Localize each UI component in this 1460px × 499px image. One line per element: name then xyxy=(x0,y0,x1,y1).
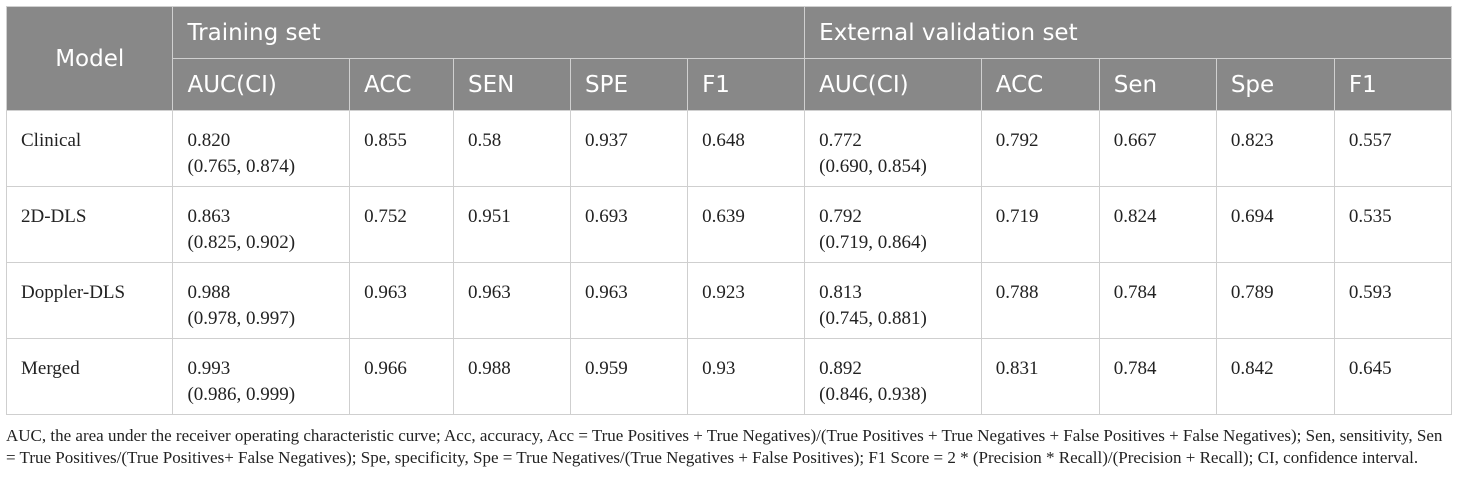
header-model: Model xyxy=(5,6,174,111)
ext-f1: 0.593 xyxy=(1333,262,1453,339)
header-ext-auc: AUC(CI) xyxy=(804,58,982,111)
header-train-spe: SPE xyxy=(570,58,689,111)
header-training-set: Training set xyxy=(172,6,806,59)
ext-sen: 0.784 xyxy=(1098,338,1217,415)
results-table: Model Training set External validation s… xyxy=(5,6,1453,415)
train-auc: 0.993 xyxy=(187,358,231,379)
train-spe: 0.693 xyxy=(570,186,689,263)
table-row: Merged 0.993 (0.986, 0.999) 0.966 0.988 0… xyxy=(5,338,1453,415)
ext-auc-ci: (0.690, 0.854) xyxy=(819,156,927,177)
header-ext-f1: F1 xyxy=(1333,58,1453,111)
train-acc: 0.752 xyxy=(349,186,454,263)
train-f1: 0.923 xyxy=(687,262,806,339)
model-name: 2D-DLS xyxy=(5,186,174,263)
ext-acc: 0.788 xyxy=(980,262,1100,339)
model-name: Merged xyxy=(5,338,174,415)
ext-auc-cell: 0.892 (0.846, 0.938) xyxy=(804,338,982,415)
ext-auc: 0.892 xyxy=(819,358,862,379)
train-auc-cell: 0.993 (0.986, 0.999) xyxy=(172,338,351,415)
header-train-acc: ACC xyxy=(349,58,454,111)
ext-sen: 0.667 xyxy=(1098,110,1217,187)
train-auc-ci: (0.978, 0.997) xyxy=(187,308,296,329)
train-sen: 0.58 xyxy=(452,110,572,187)
train-acc: 0.966 xyxy=(349,338,454,415)
ext-f1: 0.557 xyxy=(1333,110,1453,187)
ext-auc-ci: (0.745, 0.881) xyxy=(819,308,927,329)
train-f1: 0.648 xyxy=(687,110,806,187)
train-f1: 0.639 xyxy=(687,186,806,263)
train-acc: 0.963 xyxy=(349,262,454,339)
ext-spe: 0.789 xyxy=(1215,262,1335,339)
ext-f1: 0.645 xyxy=(1333,338,1453,415)
ext-acc: 0.831 xyxy=(980,338,1100,415)
ext-auc: 0.772 xyxy=(819,130,862,151)
ext-auc-cell: 0.772 (0.690, 0.854) xyxy=(804,110,982,187)
header-train-sen: SEN xyxy=(452,58,572,111)
ext-acc: 0.719 xyxy=(980,186,1100,263)
train-spe: 0.963 xyxy=(570,262,689,339)
ext-spe: 0.823 xyxy=(1215,110,1335,187)
train-auc: 0.988 xyxy=(187,282,231,303)
table-row: 2D-DLS 0.863 (0.825, 0.902) 0.752 0.951 0… xyxy=(5,186,1453,263)
train-auc: 0.863 xyxy=(187,206,231,227)
table-footnote: AUC, the area under the receiver operati… xyxy=(6,426,1443,467)
table-row: Clinical 0.820 (0.765, 0.874) 0.855 0.58 … xyxy=(5,110,1453,187)
model-name: Doppler-DLS xyxy=(5,262,174,339)
train-auc-ci: (0.825, 0.902) xyxy=(187,232,296,253)
header-train-f1: F1 xyxy=(687,58,806,111)
train-auc: 0.820 xyxy=(187,130,231,151)
ext-auc: 0.792 xyxy=(819,206,862,227)
header-external-validation-set: External validation set xyxy=(804,6,1452,59)
train-acc: 0.855 xyxy=(349,110,454,187)
ext-sen: 0.784 xyxy=(1098,262,1217,339)
train-sen: 0.963 xyxy=(452,262,572,339)
train-auc-ci: (0.765, 0.874) xyxy=(187,156,296,177)
train-auc-cell: 0.863 (0.825, 0.902) xyxy=(172,186,351,263)
train-auc-ci: (0.986, 0.999) xyxy=(187,384,296,405)
ext-auc-ci: (0.719, 0.864) xyxy=(819,232,927,253)
table-row: Doppler-DLS 0.988 (0.978, 0.997) 0.963 0.… xyxy=(5,262,1453,339)
model-name: Clinical xyxy=(5,110,174,187)
train-spe: 0.937 xyxy=(570,110,689,187)
train-auc-cell: 0.820 (0.765, 0.874) xyxy=(172,110,351,187)
ext-auc: 0.813 xyxy=(819,282,862,303)
train-auc-cell: 0.988 (0.978, 0.997) xyxy=(172,262,351,339)
train-sen: 0.951 xyxy=(452,186,572,263)
header-ext-sen: Sen xyxy=(1098,58,1217,111)
ext-spe: 0.694 xyxy=(1215,186,1335,263)
header-ext-acc: ACC xyxy=(980,58,1100,111)
ext-f1: 0.535 xyxy=(1333,186,1453,263)
train-f1: 0.93 xyxy=(687,338,806,415)
ext-spe: 0.842 xyxy=(1215,338,1335,415)
ext-auc-ci: (0.846, 0.938) xyxy=(819,384,927,405)
train-spe: 0.959 xyxy=(570,338,689,415)
train-sen: 0.988 xyxy=(452,338,572,415)
results-table-container: Model Training set External validation s… xyxy=(5,6,1453,415)
ext-auc-cell: 0.813 (0.745, 0.881) xyxy=(804,262,982,339)
ext-acc: 0.792 xyxy=(980,110,1100,187)
ext-auc-cell: 0.792 (0.719, 0.864) xyxy=(804,186,982,263)
ext-sen: 0.824 xyxy=(1098,186,1217,263)
header-ext-spe: Spe xyxy=(1215,58,1335,111)
header-train-auc: AUC(CI) xyxy=(172,58,351,111)
